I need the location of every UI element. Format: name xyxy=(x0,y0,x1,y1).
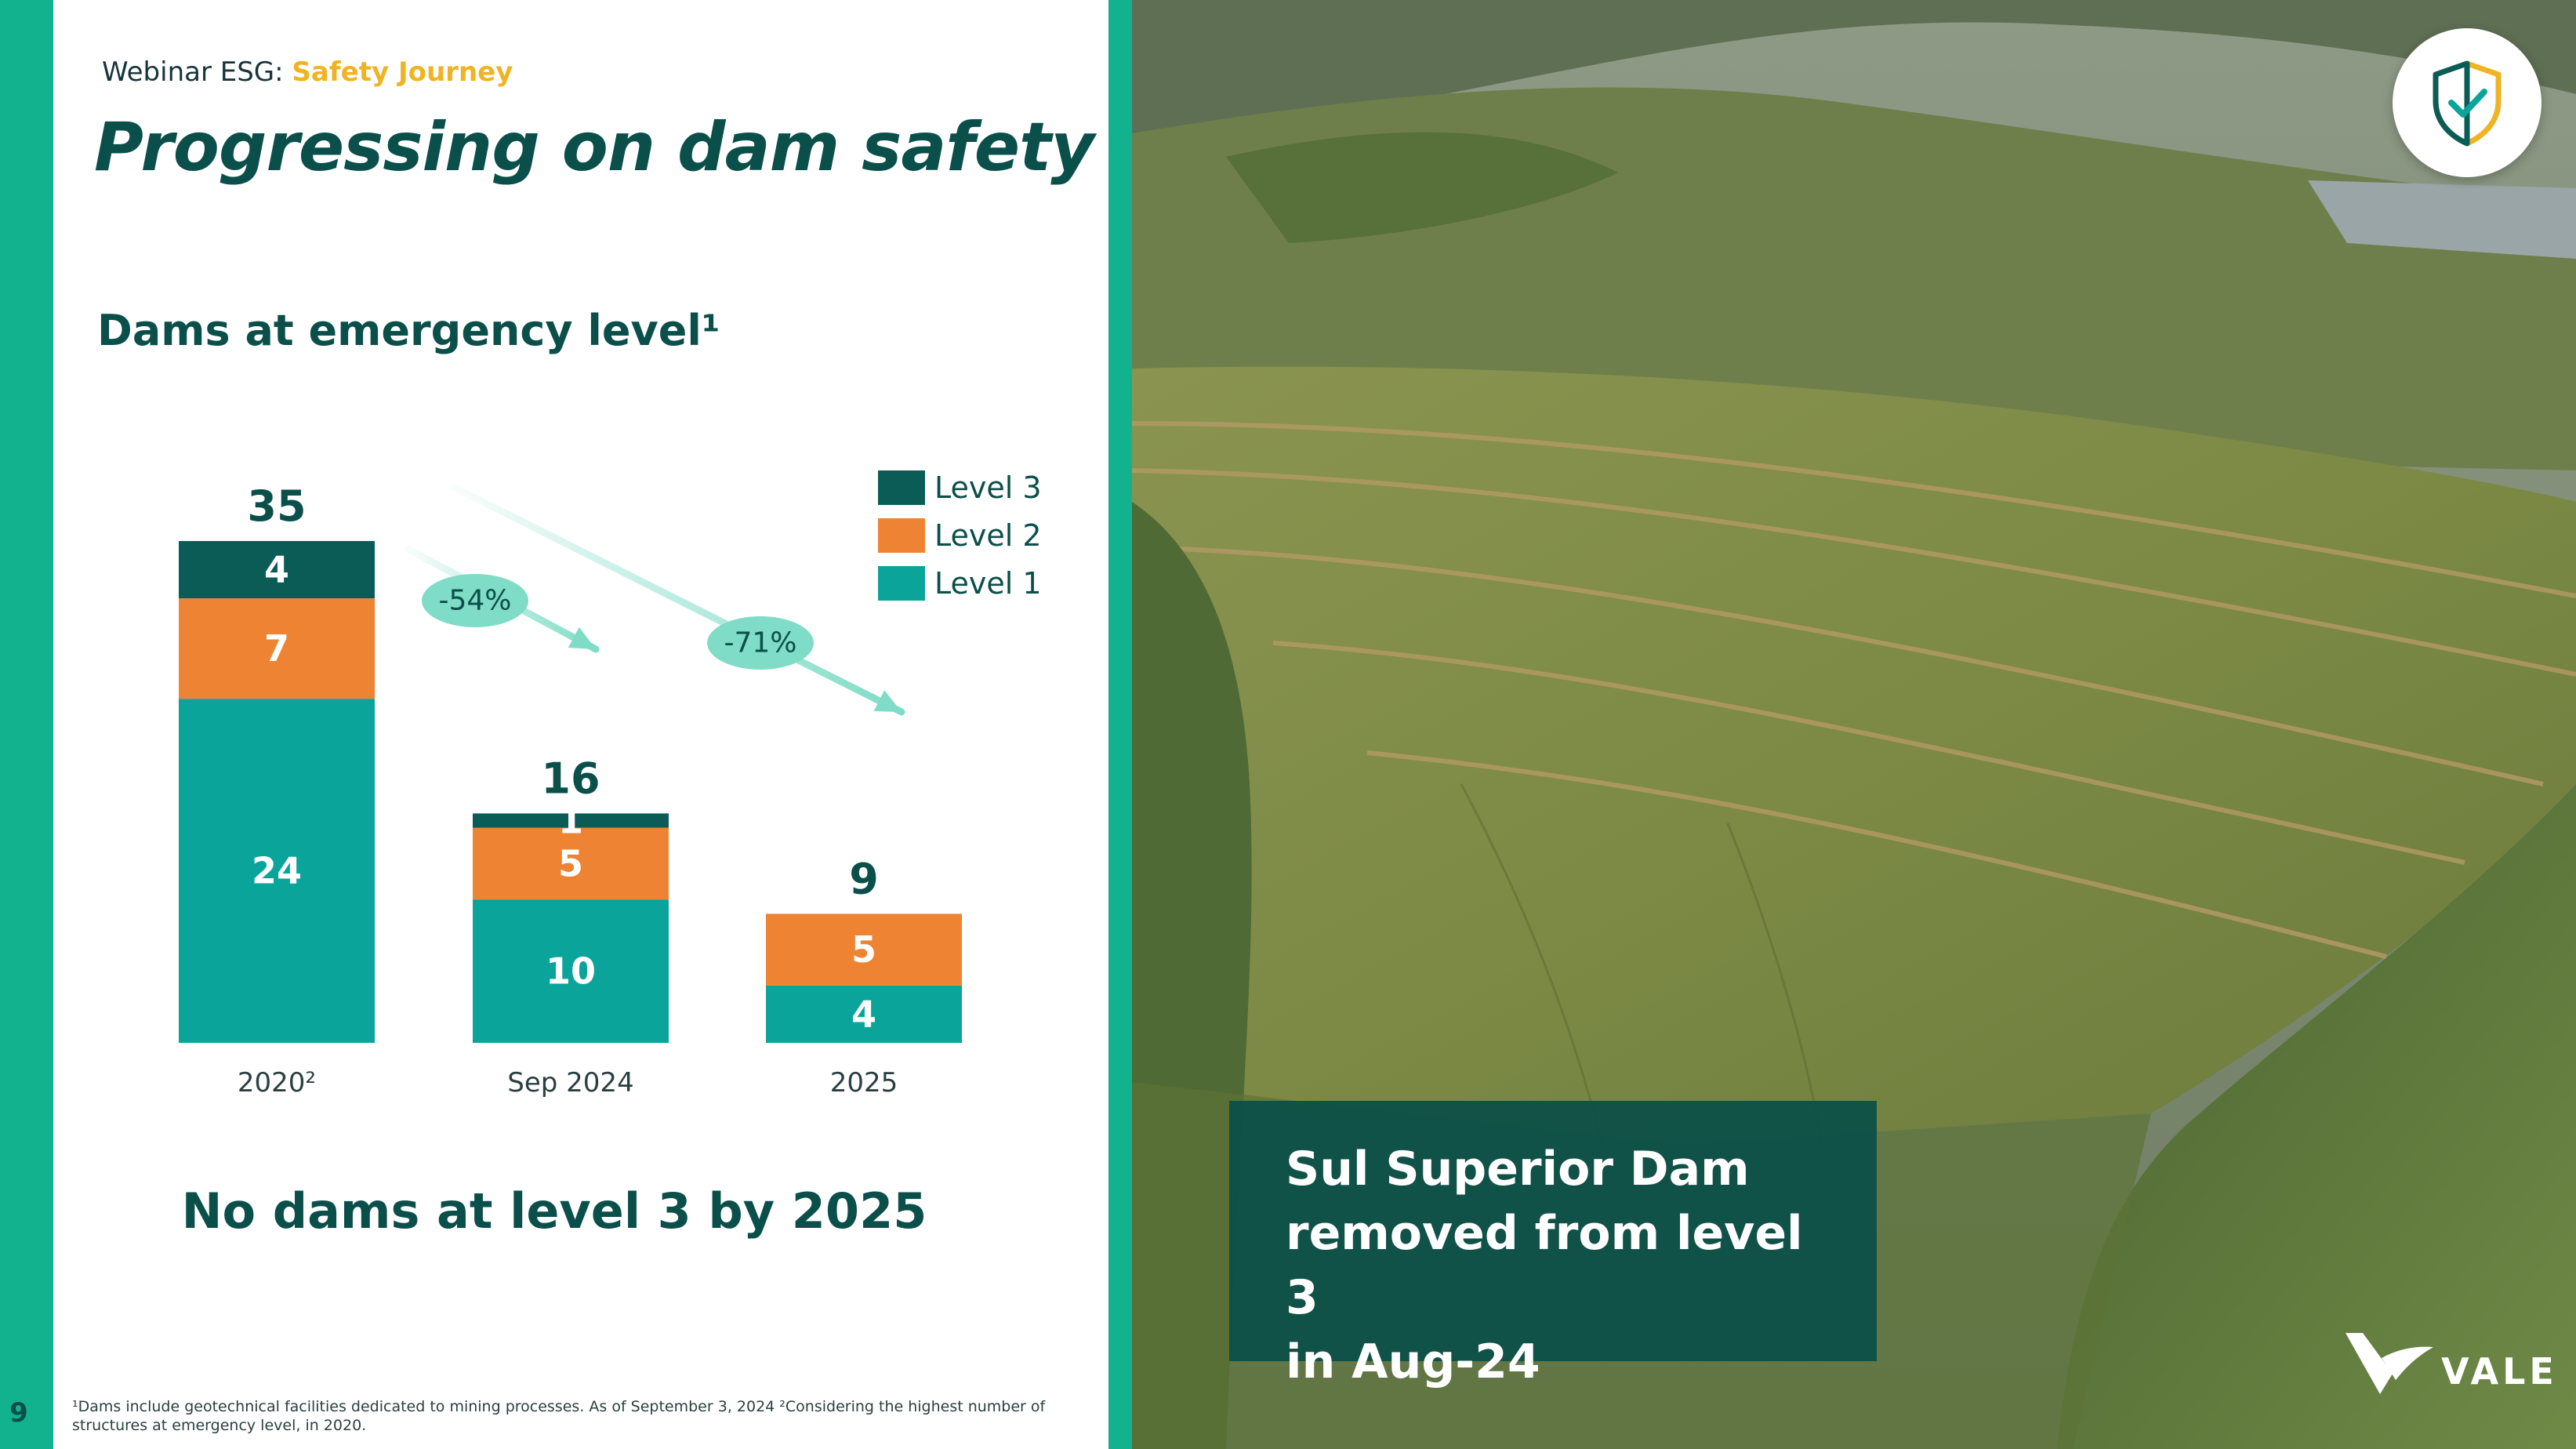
left-accent-strip xyxy=(0,0,53,1449)
segment-value-label: 4 xyxy=(264,549,289,591)
category-tick-label: Sep 2024 xyxy=(507,1067,633,1099)
change-pill xyxy=(707,616,814,670)
legend-label: Level 1 xyxy=(934,566,1042,601)
category-tick-label: 2020² xyxy=(238,1067,316,1099)
section-title: Dams at emergency level¹ xyxy=(97,306,720,355)
change-pill xyxy=(422,574,528,627)
footnote: ¹Dams include geotechnical facilities de… xyxy=(72,1398,1046,1434)
bar-total-label: 16 xyxy=(541,754,600,803)
segment-value-label: 10 xyxy=(546,950,596,993)
segment-value-label: 1 xyxy=(558,800,583,842)
vale-logo-text: VALE xyxy=(2441,1350,2558,1393)
page-number: 9 xyxy=(9,1397,28,1429)
category-tick-label: 2025 xyxy=(830,1067,898,1099)
kicker: Webinar ESG: Safety Journey xyxy=(102,56,513,88)
legend-label: Level 3 xyxy=(934,470,1042,505)
caption-text: Sul Superior Dam removed from level 3 in… xyxy=(1286,1142,1803,1389)
legend: Level 3 Level 2 Level 1 xyxy=(878,470,1042,601)
legend-swatch xyxy=(878,518,925,553)
bar-segment-level-3 xyxy=(473,813,669,828)
vale-logo: VALE xyxy=(2341,1322,2560,1400)
change-pill-label: -54% xyxy=(438,585,511,617)
segment-value-label: 4 xyxy=(851,993,876,1035)
kicker-accent: Safety Journey xyxy=(292,56,513,88)
bar-segment-level-1 xyxy=(179,699,375,1043)
segment-value-label: 5 xyxy=(558,842,583,884)
segment-value-label: 5 xyxy=(851,928,876,971)
segment-value-label: 24 xyxy=(252,850,302,892)
segment-value-label: 7 xyxy=(264,627,289,670)
change-arrow-head xyxy=(873,690,902,712)
bar-segment-level-2 xyxy=(179,598,375,699)
bar-total-label: 9 xyxy=(849,854,879,903)
vale-v-icon xyxy=(2346,1333,2433,1394)
legend-label: Level 2 xyxy=(934,518,1042,553)
page-title: Progressing on dam safety xyxy=(94,108,1094,187)
bar-total-label: 35 xyxy=(247,481,306,531)
legend-swatch xyxy=(878,470,925,505)
caption-box: Sul Superior Dam removed from level 3 in… xyxy=(1229,1101,1877,1389)
bar-segment-level-3 xyxy=(179,541,375,599)
divider-strip xyxy=(1108,0,1132,1449)
shield-check-icon xyxy=(2433,60,2502,147)
bar-segment-level-1 xyxy=(766,985,962,1043)
conclusion-text: No dams at level 3 by 2025 xyxy=(181,1182,927,1240)
change-arrows: -54% -71% xyxy=(404,484,905,716)
change-arrow-head xyxy=(568,626,596,649)
legend-swatch xyxy=(878,566,925,601)
shield-check-badge xyxy=(2393,28,2542,177)
bar-segment-level-1 xyxy=(473,899,669,1043)
change-arrow-line xyxy=(451,484,905,716)
change-pill-label: -71% xyxy=(724,627,796,659)
bar-segment-level-2 xyxy=(766,913,962,986)
kicker-prefix: Webinar ESG: xyxy=(102,56,292,88)
bar-segment-level-2 xyxy=(473,827,669,900)
